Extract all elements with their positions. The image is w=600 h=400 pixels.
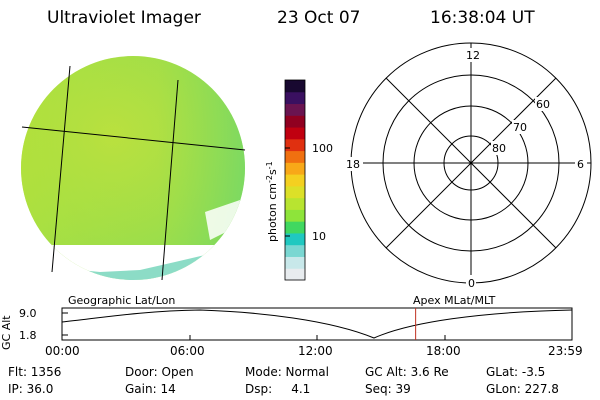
colorbar-segment [285,256,305,269]
colorbar-segment [285,232,305,246]
timeline-ytick-label-1.8: 1.8 [19,329,37,342]
colorbar-segment [285,209,305,222]
colorbar-segment [285,138,305,152]
lon-grid-line-east [161,79,179,281]
colorbar-segment [285,174,305,187]
status-seq: Seq: 39 [365,382,411,396]
polar-label-bottom: 0 [468,277,475,290]
status-dsp: Dsp: 4.1 [245,382,311,396]
colorbar-segment [285,80,305,93]
label-bg [512,120,530,134]
lon-grid-line-west [51,65,71,273]
timeline-xtick-label-2359: 23:59 [548,344,583,358]
lat-grid-line [21,126,246,151]
status-glon: GLon: 227.8 [486,382,559,396]
polar-label-top: 12 [466,49,480,62]
label-bg [491,141,509,155]
colorbar-segment [285,268,305,281]
colorbar-segment [285,162,305,175]
colorbar-segment [285,185,305,199]
colorbar [285,80,305,281]
colorbar-segment [285,221,305,234]
status-flight: Flt: 1356 [8,365,62,379]
polar-label-right: 6 [577,158,584,171]
colorbar-label-100: 100 [312,142,333,155]
status-ip: IP: 36.0 [8,382,54,396]
colorbar-axis-title: photon cm-2s-1 [265,161,279,242]
colorbar-segment [285,91,305,105]
label-bg [465,48,479,62]
status-gain: Gain: 14 [125,382,176,396]
timeline-xtick-label-1800: 18:00 [426,344,461,358]
status-gc-alt: GC Alt: 3.6 Re [365,365,449,379]
colorbar-segment [285,197,305,210]
date-label: 23 Oct 07 [277,8,361,28]
label-bg [535,97,553,111]
timeline-xtick-label-0600: 06:00 [170,344,205,358]
timeline-left-label: Geographic Lat/Lon [68,294,175,307]
status-mode: Mode: Normal [245,365,329,379]
polar-ring-label-80: 80 [492,142,506,155]
colorbar-label-10: 10 [312,230,326,243]
timeline-xtick-label-0000: 00:00 [45,344,80,358]
status-door: Door: Open [125,365,194,379]
polar-diagonal-2 [385,77,557,249]
label-bg [466,275,476,289]
app-title: Ultraviolet Imager [47,8,201,28]
polar-ring-label-70: 70 [513,121,527,134]
colorbar-segment [285,244,305,257]
altitude-curve [61,309,573,339]
label-bg [575,157,587,171]
label-bg [345,157,363,171]
timeline-right-label: Apex MLat/MLT [413,294,496,307]
polar-label-left: 18 [346,158,360,171]
timeline-y-axis-title: GC Alt [0,315,13,350]
timeline-ytick-label-9: 9.0 [19,307,37,320]
colorbar-frame [284,79,306,281]
polar-ring-label-60: 60 [536,98,550,111]
colorbar-segment [285,150,305,163]
timeline-xtick-label-1200: 12:00 [298,344,333,358]
status-glat: GLat: -3.5 [486,365,546,379]
uv-image [21,56,246,281]
colorbar-segment [285,103,305,116]
time-label: 16:38:04 UT [430,8,535,28]
colorbar-segment [285,127,305,140]
polar-plot [350,42,592,284]
colorbar-segment [285,115,305,128]
